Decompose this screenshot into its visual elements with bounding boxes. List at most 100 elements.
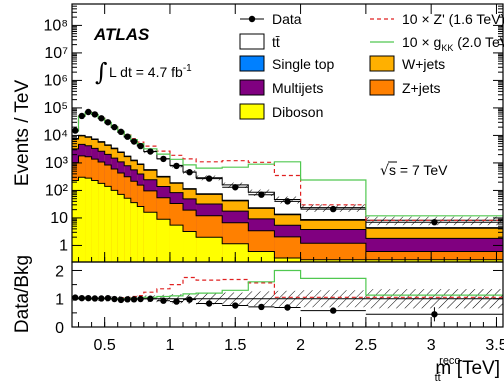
ratio-point: [205, 300, 213, 307]
x-tick-label: 1.5: [224, 337, 246, 354]
stack-outline: [72, 176, 503, 261]
stack-bar: [137, 206, 144, 262]
legend-data-marker: [248, 15, 256, 23]
y-tick-label: 10: [50, 210, 68, 227]
ratio-point: [104, 294, 112, 302]
ratio-point: [117, 296, 125, 304]
main-y-axis-label: Events / TeV: [12, 80, 33, 187]
legend-label: Multijets: [272, 80, 323, 96]
ratio-point: [130, 296, 138, 303]
legend-entry: 10 × Z' (1.6 TeV): [370, 11, 504, 27]
legend-swatch: [369, 79, 395, 96]
legend-label-main: W+jets: [402, 56, 445, 72]
legend-swatch: [239, 103, 265, 120]
ratio-point: [160, 297, 167, 304]
ratio-point: [85, 294, 92, 302]
stack-bar: [300, 243, 366, 262]
legend-swatch: [239, 79, 265, 96]
data-point: [330, 205, 337, 213]
ratio-point: [284, 304, 291, 311]
x-tick-label: 2: [296, 337, 305, 354]
stack-outline: [72, 143, 503, 239]
legend: Data 10 × Z' (1.6 TeV) tt̄ 10 × gKK (2.0 Te…: [239, 11, 504, 120]
data-point: [91, 111, 99, 118]
ratio-y-axis-label: Data/Bkg: [12, 255, 33, 333]
stack-bar: [169, 225, 184, 262]
legend-swatch: [369, 55, 395, 72]
legend-label: Data: [272, 11, 302, 27]
data-point: [147, 148, 154, 155]
legend-entry: tt̄: [239, 33, 280, 50]
legend-entry: W+jets: [369, 55, 445, 72]
legend-label-main: Diboson: [272, 104, 323, 120]
legend-entry: 10 × gKK (2.0 TeV): [370, 34, 504, 53]
lumi-text: L dt = 4.7 fb-1: [109, 63, 192, 80]
x-axis-label: mreco tt̄ [TeV]: [435, 355, 500, 384]
stack-bar: [183, 231, 197, 262]
sqrt-s-label: √ s = 7 TeV: [380, 161, 448, 179]
legend-entry: Diboson: [239, 103, 323, 120]
ratio-data-points: [72, 294, 503, 322]
legend-entry: Data: [240, 11, 302, 27]
data-point: [85, 108, 92, 116]
data-point: [232, 184, 239, 191]
data-point: [431, 218, 438, 226]
stack-bar: [78, 177, 86, 262]
ratio-point: [147, 295, 154, 302]
data-point: [104, 119, 112, 126]
legend-entry: Z+jets: [369, 79, 441, 96]
y-tick-label: 10⁵: [44, 100, 68, 117]
data-point: [160, 155, 167, 163]
stack-bar: [124, 198, 131, 262]
integral-sign: ∫: [95, 58, 108, 86]
legend-label-main: tt̄: [272, 34, 280, 50]
legend-label-main: 10 × g: [402, 34, 441, 50]
stack-bar: [104, 186, 112, 262]
axes: 0.5 1 1.5 2 2.5 3 3.510⁸10⁷10⁶10⁵10⁴10³10²1012…: [43, 3, 504, 354]
x-tick-label: 2.5: [355, 337, 377, 354]
legend-swatch: [239, 33, 265, 50]
y-tick-label: 10⁴: [43, 127, 68, 144]
atlas-label: ATLAS: [93, 25, 150, 44]
ratio-point: [330, 307, 337, 314]
legend-label-sub: KK: [441, 43, 453, 53]
legend-label-main: Single top: [272, 56, 334, 72]
ratio-y-tick-label: 1: [55, 292, 64, 309]
x-tick-label: 3.5: [485, 337, 504, 354]
x-tick-label: 3: [427, 337, 436, 354]
ratio-y-tick-label: 0: [55, 320, 64, 337]
stack-bar: [365, 259, 503, 262]
data-point: [186, 169, 193, 176]
y-tick-label: 10⁶: [44, 72, 68, 89]
data-point: [137, 142, 144, 150]
data-point: [98, 115, 105, 122]
ratio-point: [124, 296, 131, 303]
stack-bar: [117, 194, 125, 262]
ratio-point: [186, 296, 193, 303]
stack-series-0: [72, 176, 503, 262]
stack-bar: [130, 202, 138, 262]
stack-bar: [365, 251, 503, 262]
data-point: [205, 175, 213, 182]
legend-label: Diboson: [272, 104, 323, 120]
stack-bar: [156, 219, 170, 262]
stack-bar: [300, 259, 366, 262]
data-points: [72, 108, 503, 226]
data-point: [78, 112, 85, 120]
legend-label: 10 × Z' (1.6 TeV): [402, 11, 504, 27]
ratio-point: [111, 295, 118, 303]
data-point: [258, 191, 265, 198]
y-tick-label: 10³: [45, 155, 69, 172]
y-tick-label: 10²: [45, 182, 69, 199]
stack-bar: [248, 251, 275, 262]
x-tick-label: 0.5: [94, 337, 116, 354]
legend-label: W+jets: [402, 56, 445, 72]
legend-label: Single top: [272, 56, 334, 72]
legend-label-main: Z+jets: [402, 80, 441, 96]
legend-entry: Single top: [239, 55, 334, 72]
ratio-point: [72, 294, 79, 301]
ratio-point: [98, 295, 105, 302]
sqrt-s-text: s = 7 TeV: [389, 162, 448, 178]
stack-bar: [85, 178, 92, 262]
